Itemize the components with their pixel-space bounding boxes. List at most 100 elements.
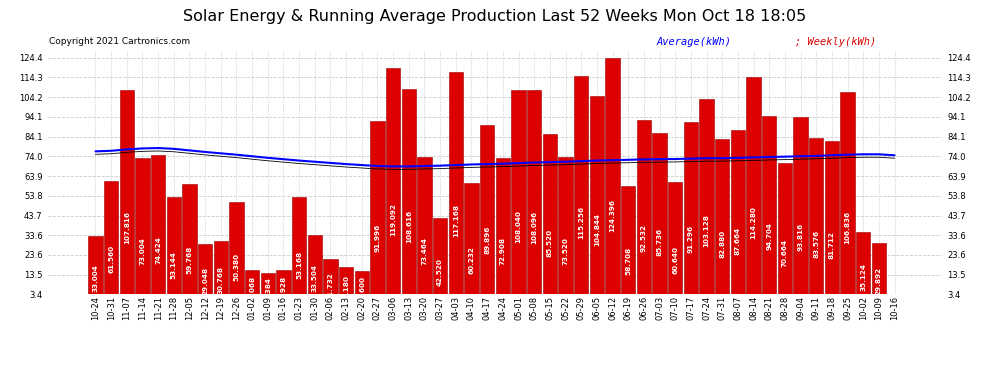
Bar [762,116,776,301]
Bar [292,197,307,301]
Text: 106.836: 106.836 [844,211,850,244]
Text: 119.092: 119.092 [390,203,396,236]
Text: 53.144: 53.144 [171,251,177,279]
Bar [323,258,338,301]
Text: 83.576: 83.576 [813,230,819,258]
Text: 15.928: 15.928 [280,276,286,304]
Bar [214,241,228,301]
Text: 74.424: 74.424 [155,236,161,264]
Text: 70.664: 70.664 [782,238,788,267]
Text: 107.816: 107.816 [124,211,130,244]
Text: 50.380: 50.380 [234,252,240,280]
Bar [386,68,400,301]
Text: 72.908: 72.908 [500,237,506,265]
Text: Average(kWh): Average(kWh) [656,37,731,47]
Bar [683,122,698,301]
Text: 91.996: 91.996 [374,224,380,252]
Text: 53.168: 53.168 [296,251,302,279]
Bar [433,218,447,301]
Bar [699,99,714,301]
Text: 82.880: 82.880 [719,230,726,258]
Bar [841,92,854,301]
Bar [871,243,886,301]
Text: 61.560: 61.560 [108,245,114,273]
Text: 15.600: 15.600 [358,276,365,304]
Text: 117.168: 117.168 [452,204,458,237]
Bar [715,139,730,301]
Text: 17.180: 17.180 [344,275,349,303]
Bar [464,183,479,301]
Text: 73.520: 73.520 [562,237,568,265]
Text: 14.384: 14.384 [264,277,271,305]
Text: 42.520: 42.520 [438,258,444,286]
Bar [120,90,134,301]
Text: 33.004: 33.004 [92,264,98,292]
Bar [574,75,588,301]
Text: 87.664: 87.664 [735,227,741,255]
Text: 104.844: 104.844 [594,213,600,246]
Bar [417,157,432,301]
Bar [230,202,244,301]
Bar [590,96,604,301]
Bar [652,133,667,301]
Bar [825,141,840,301]
Bar [308,236,322,301]
Bar [370,121,385,301]
Bar [746,78,760,301]
Bar [166,197,181,301]
Text: 91.296: 91.296 [688,225,694,253]
Text: 30.768: 30.768 [218,266,224,294]
Bar [621,186,636,301]
Bar [182,184,197,301]
Text: Copyright 2021 Cartronics.com: Copyright 2021 Cartronics.com [50,37,190,46]
Bar [558,157,573,301]
Bar [260,273,275,301]
Text: 115.256: 115.256 [578,206,584,238]
Text: 108.040: 108.040 [516,211,522,243]
Bar [731,129,745,301]
Bar [245,270,259,301]
Bar [104,181,119,301]
Bar [354,270,369,301]
Text: 16.068: 16.068 [249,276,255,304]
Text: 114.280: 114.280 [750,206,756,239]
Text: 94.704: 94.704 [766,222,772,250]
Bar [527,90,542,301]
Bar [136,158,149,301]
Bar [339,267,353,301]
Text: 124.396: 124.396 [610,200,616,232]
Bar [809,138,824,301]
Bar [402,88,416,301]
Bar [856,232,870,301]
Text: 60.640: 60.640 [672,246,678,273]
Text: 108.096: 108.096 [532,210,538,244]
Bar [496,158,510,301]
Bar [448,72,463,301]
Text: 59.768: 59.768 [186,246,192,274]
Bar [668,182,682,301]
Bar [480,125,494,301]
Bar [198,244,213,301]
Text: 85.520: 85.520 [546,228,552,256]
Bar [605,58,620,301]
Text: 29.892: 29.892 [876,267,882,295]
Text: 89.896: 89.896 [484,225,490,254]
Text: 29.048: 29.048 [202,267,208,295]
Text: 21.732: 21.732 [328,272,334,300]
Bar [511,90,526,301]
Text: 60.232: 60.232 [468,246,474,274]
Bar [88,237,103,301]
Bar [637,120,651,301]
Text: 103.128: 103.128 [704,214,710,247]
Text: 33.504: 33.504 [312,264,318,292]
Text: 73.464: 73.464 [422,237,428,265]
Text: 92.532: 92.532 [641,224,646,252]
Text: ; Weekly(kWh): ; Weekly(kWh) [795,37,876,47]
Bar [543,134,557,301]
Bar [150,155,165,301]
Text: 108.616: 108.616 [406,210,412,243]
Text: 93.816: 93.816 [798,223,804,251]
Text: 35.124: 35.124 [860,263,866,291]
Text: 81.712: 81.712 [829,231,835,259]
Bar [793,117,808,301]
